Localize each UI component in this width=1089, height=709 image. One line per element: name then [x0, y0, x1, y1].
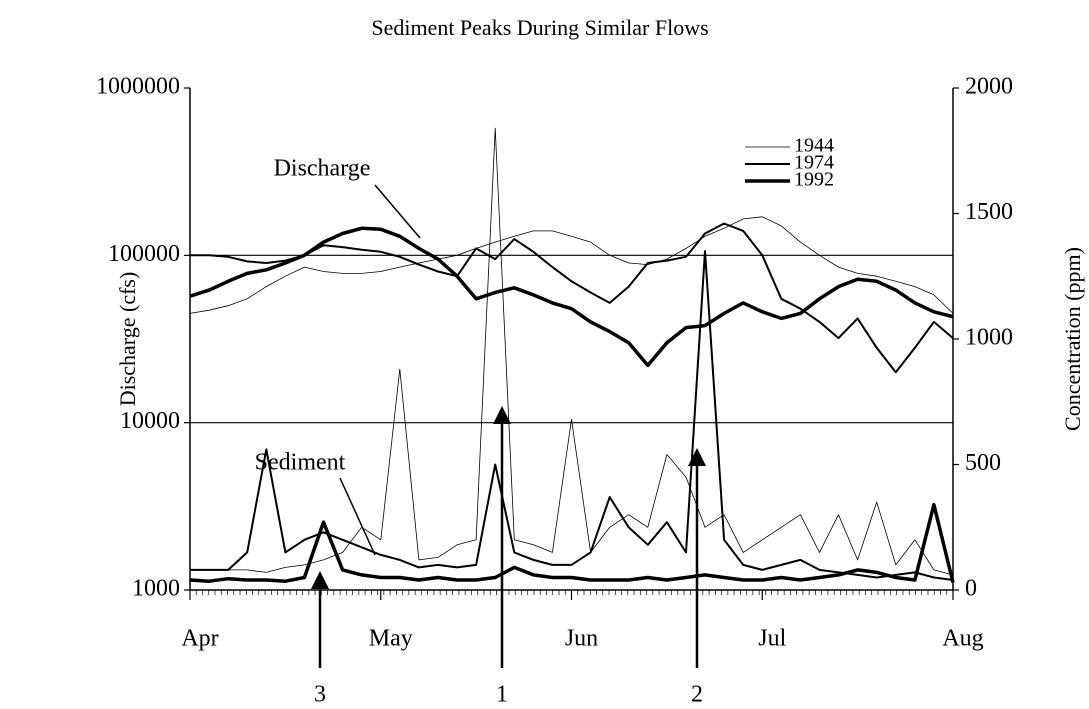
- legend-label: 1944: [794, 135, 834, 157]
- discharge-line: [190, 222, 954, 374]
- y-tick-label: 1000: [132, 576, 180, 602]
- y2-tick-label: 1000: [965, 325, 1013, 351]
- marker-label: 2: [691, 682, 703, 708]
- x-tick-label: Apr: [181, 626, 218, 652]
- chart-title: Sediment Peaks During Similar Flows: [371, 15, 708, 40]
- annotation-pointer: [339, 477, 376, 556]
- y2-axis-title: Concentration (ppm): [1060, 247, 1085, 431]
- marker-label: 3: [314, 682, 326, 708]
- sediment-line: [190, 250, 954, 581]
- annotation: Sediment: [255, 450, 346, 476]
- x-tick-label: Jul: [758, 626, 786, 652]
- y2-tick-label: 0: [965, 576, 977, 602]
- y-tick-label: 1000000: [96, 74, 180, 100]
- x-tick-label: Jun: [565, 626, 598, 652]
- marker-arrow: [493, 406, 511, 424]
- y2-tick-label: 500: [965, 450, 1001, 476]
- marker-arrow: [688, 448, 706, 466]
- y2-tick-label: 1500: [965, 199, 1013, 225]
- sediment-line: [190, 127, 954, 576]
- y-axis-title: Discharge (cfs): [115, 272, 140, 407]
- marker-label: 1: [496, 682, 508, 708]
- legend-label: 1992: [794, 169, 834, 191]
- y-tick-label: 10000: [120, 408, 180, 434]
- discharge-line: [189, 216, 954, 314]
- legend-label: 1974: [794, 152, 834, 174]
- y2-tick-label: 2000: [965, 74, 1013, 100]
- sediment-line: [189, 502, 955, 583]
- discharge-line: [189, 226, 954, 368]
- annotation-pointer: [374, 184, 421, 239]
- x-tick-label: May: [369, 626, 413, 652]
- y-tick-label: 100000: [108, 241, 180, 267]
- x-tick-label: Aug: [942, 626, 983, 652]
- marker-arrow: [311, 571, 329, 589]
- annotation: Discharge: [274, 156, 371, 182]
